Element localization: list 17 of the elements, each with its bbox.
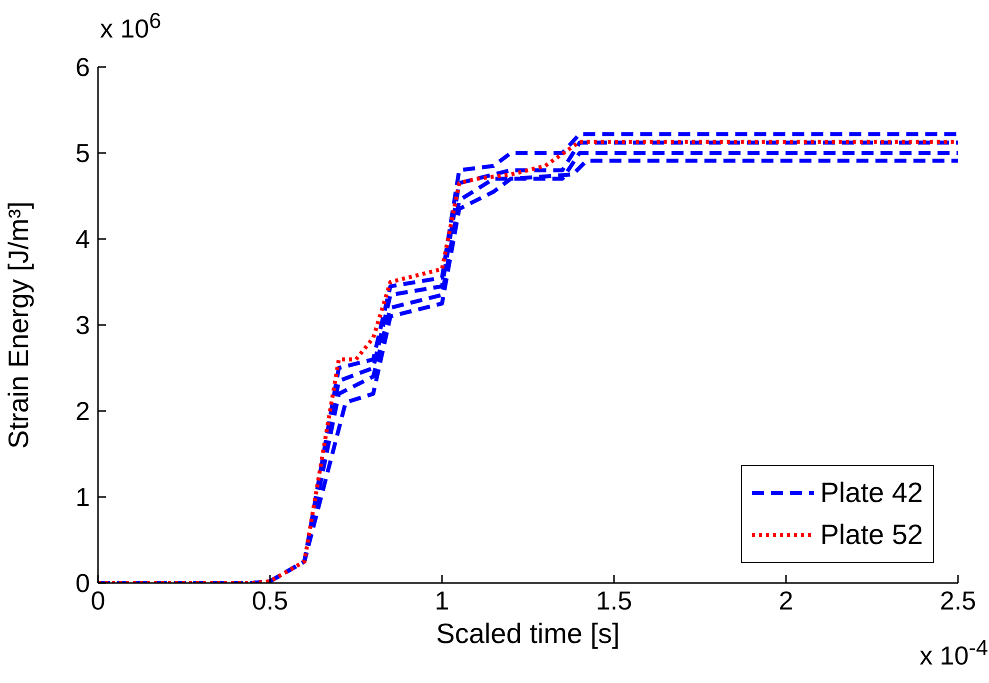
x-tick-label: 1 [434, 585, 450, 616]
x-tick-label: 2 [778, 585, 794, 616]
y-tick-label: 3 [76, 310, 90, 340]
x-tick-label: 2.5 [940, 585, 976, 616]
y-tick-label: 4 [76, 224, 90, 254]
y-tick-label: 6 [76, 52, 90, 82]
y-axis-title: Strain Energy [J/m³] [2, 201, 34, 449]
x-axis-title: Scaled time [s] [436, 618, 620, 649]
x-tick-label: 0.5 [252, 585, 288, 616]
legend-label: Plate 42 [820, 477, 923, 509]
text: x 10$^{-4}$ [920, 635, 988, 672]
x-tick-label: 1.5 [596, 585, 632, 616]
text: x 10$^{6}$ [100, 8, 162, 45]
y-tick-label: 1 [76, 482, 90, 512]
y-tick-label: 2 [76, 396, 90, 426]
y-tick-label: 5 [76, 138, 90, 168]
legend-label: Plate 52 [820, 519, 923, 551]
